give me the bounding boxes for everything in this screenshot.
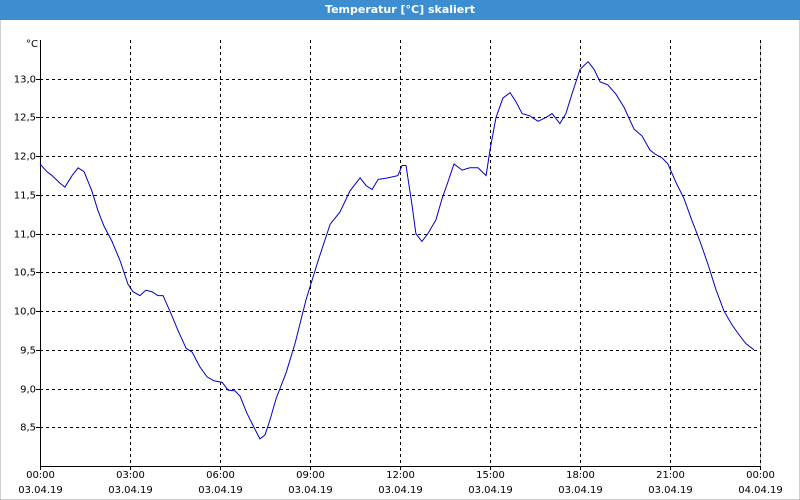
y-tick-label: 12,0 bbox=[14, 152, 36, 163]
x-tick-date: 03.04.19 bbox=[648, 485, 693, 496]
x-tick-date: 03.04.19 bbox=[378, 485, 423, 496]
y-tick-label: 11,0 bbox=[14, 230, 36, 241]
x-tick-label: 18:00 bbox=[566, 470, 595, 481]
x-tick-date: 04.04.19 bbox=[738, 485, 783, 496]
x-tick-date: 03.04.19 bbox=[18, 485, 63, 496]
x-tick-label: 00:00 bbox=[746, 470, 775, 481]
y-tick-label: 10,5 bbox=[14, 268, 36, 279]
y-tick-label: 12,5 bbox=[14, 113, 36, 124]
chart-title: Temperatur [°C] skaliert bbox=[325, 3, 475, 16]
x-tick-date: 03.04.19 bbox=[468, 485, 513, 496]
y-tick-label: 9,5 bbox=[20, 346, 36, 357]
y-tick-label: 8,5 bbox=[20, 423, 36, 434]
x-tick-label: 15:00 bbox=[476, 470, 505, 481]
y-tick-label: 10,0 bbox=[14, 307, 36, 318]
x-tick-date: 03.04.19 bbox=[198, 485, 243, 496]
y-tick-label: 11,5 bbox=[14, 191, 36, 202]
data-line bbox=[39, 60, 755, 440]
y-tick-label: 13,0 bbox=[14, 75, 36, 86]
y-unit-label: °C bbox=[26, 39, 38, 50]
x-tick-date: 03.04.19 bbox=[108, 485, 153, 496]
x-tick-label: 09:00 bbox=[296, 470, 325, 481]
x-tick-label: 03:00 bbox=[116, 470, 145, 481]
x-tick-date: 03.04.19 bbox=[288, 485, 333, 496]
x-tick-label: 12:00 bbox=[386, 470, 415, 481]
x-tick-label: 06:00 bbox=[206, 470, 235, 481]
title-bar bbox=[0, 0, 800, 20]
x-tick-label: 00:00 bbox=[26, 470, 55, 481]
y-tick-label: 9,0 bbox=[20, 385, 36, 396]
x-tick-date: 03.04.19 bbox=[558, 485, 603, 496]
x-tick-label: 21:00 bbox=[656, 470, 685, 481]
